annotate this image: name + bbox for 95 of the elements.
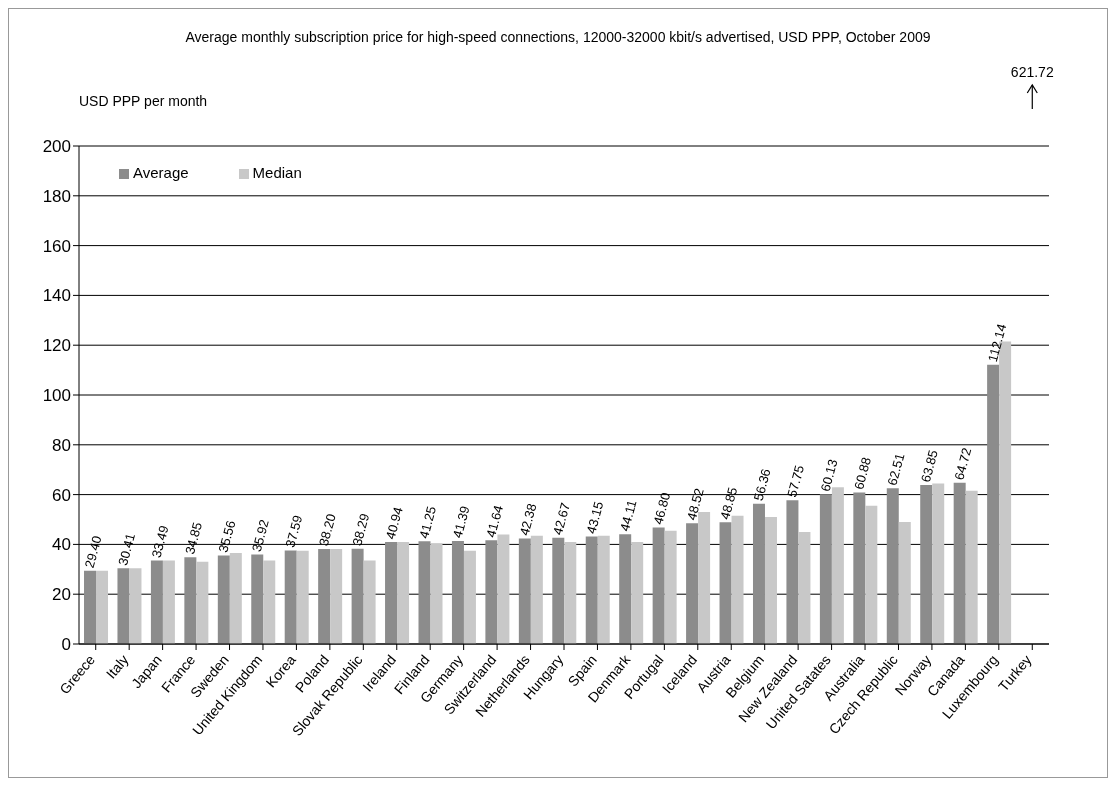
y-tick-label: 40 (52, 535, 71, 555)
bar (652, 527, 665, 644)
bar (196, 561, 209, 644)
bar (932, 483, 945, 644)
data-label: 63.85 (917, 448, 941, 484)
data-label: 41.64 (483, 503, 507, 539)
bar (552, 537, 565, 644)
y-tick-label: 100 (42, 386, 71, 406)
data-label: 34.85 (182, 520, 205, 556)
bar (430, 543, 443, 644)
bar (631, 541, 644, 644)
bar (865, 505, 878, 644)
data-label: 64.72 (951, 446, 975, 482)
chart-title: Average monthly subscription price for high-speed connections, 12000-32000 kbit/s advertised, USD PPP, October 2009 (185, 29, 931, 45)
data-label: 44.11 (616, 498, 640, 533)
bar (752, 503, 765, 644)
bar (397, 541, 410, 644)
bar (886, 488, 899, 644)
y-tick-label: 120 (42, 336, 71, 356)
bar (953, 482, 966, 644)
bar (564, 541, 577, 644)
bar (451, 540, 464, 644)
data-label: 33.49 (148, 523, 172, 560)
data-label: 42.67 (550, 501, 573, 537)
y-tick-label: 80 (52, 435, 71, 455)
data-label: 46.80 (650, 490, 674, 527)
y-tick-label: 200 (42, 137, 71, 157)
data-label: 29.40 (81, 534, 105, 570)
bar (585, 536, 598, 644)
bar (719, 522, 732, 644)
data-label: 30.41 (115, 531, 139, 567)
bar (217, 555, 230, 644)
data-label: 48.52 (683, 486, 707, 522)
data-label: 56.36 (750, 467, 774, 503)
y-tick-label: 0 (61, 635, 71, 655)
bar (330, 548, 343, 644)
data-label: 112.14 (984, 322, 1010, 364)
bar (764, 517, 777, 644)
bar (251, 554, 264, 644)
bar (162, 560, 175, 644)
bar (819, 494, 832, 644)
bar (117, 568, 130, 644)
bar (518, 538, 531, 644)
bar (84, 570, 97, 644)
y-tick-label: 140 (42, 286, 71, 306)
bar (920, 485, 933, 644)
data-label: 40.94 (382, 505, 406, 541)
bar (96, 570, 109, 644)
data-label: 41.25 (416, 504, 440, 540)
legend-label: Average (133, 164, 189, 181)
bar (318, 548, 331, 644)
bar (686, 523, 699, 644)
bar (530, 535, 543, 644)
bar (463, 550, 476, 644)
y-tick-label: 60 (52, 485, 71, 505)
bar (485, 540, 498, 644)
bar (296, 550, 309, 644)
bar (597, 535, 610, 644)
bar (987, 364, 1000, 644)
data-label: 60.13 (817, 457, 841, 493)
bar (351, 548, 364, 644)
data-label: 57.75 (784, 463, 808, 499)
bar (385, 542, 398, 644)
bar (965, 490, 978, 644)
data-label: 35.92 (248, 517, 272, 554)
y-axis-title: USD PPP per month (79, 93, 208, 109)
y-tick-label: 160 (42, 236, 71, 256)
data-label: 48.85 (717, 485, 741, 522)
bar (898, 521, 911, 644)
data-label: 43.15 (583, 499, 607, 536)
bar (184, 557, 197, 644)
data-label: 60.88 (851, 455, 874, 492)
bar (418, 541, 431, 644)
bar (150, 560, 163, 644)
data-label: 41.39 (449, 504, 473, 540)
bar (263, 560, 276, 644)
data-label: 37.59 (282, 513, 306, 550)
bar (129, 568, 142, 644)
y-tick-label: 180 (42, 186, 71, 206)
data-label: 42.38 (516, 501, 540, 538)
bar (786, 500, 799, 644)
bar (853, 492, 866, 644)
y-tick-label: 20 (52, 585, 71, 605)
text: 621.72 (1010, 64, 1054, 80)
bar (229, 553, 242, 644)
legend-label: Median (252, 164, 302, 181)
bar (664, 530, 677, 644)
data-label: 38.29 (349, 512, 373, 548)
bar (798, 531, 811, 644)
bar (363, 560, 376, 644)
bar (284, 550, 297, 644)
bar (619, 534, 632, 644)
data-label: 38.20 (315, 512, 339, 548)
data-label: 62.51 (884, 451, 908, 488)
data-label: 35.56 (215, 518, 239, 555)
